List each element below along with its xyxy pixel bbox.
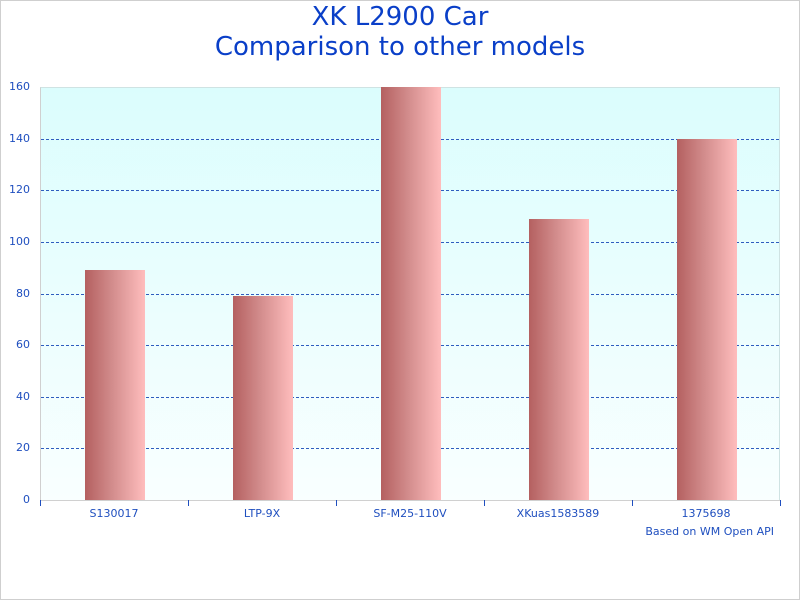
source-annotation: Based on WM Open API	[645, 525, 774, 538]
bar-s130017[interactable]	[85, 270, 145, 500]
title-line: XK L2900 Car	[311, 2, 489, 32]
x-axis-line	[40, 500, 780, 501]
y-tick-label: 100	[9, 234, 30, 248]
x-tick	[632, 500, 633, 506]
bar-xkuas1583589[interactable]	[529, 218, 589, 500]
subtitle-line: Comparison to other models	[214, 32, 586, 62]
y-tick-label: 0	[23, 493, 30, 506]
plot-area	[40, 87, 780, 500]
x-tick-label: 1375698	[681, 507, 731, 520]
y-tick-label: 40	[16, 389, 30, 403]
x-tick	[780, 500, 781, 506]
x-tick-label: S130017	[89, 507, 139, 520]
x-tick-label: XKuas1583589	[516, 507, 600, 520]
x-tick	[484, 500, 485, 506]
x-tick-label: SF-M25-110V	[373, 507, 447, 520]
x-tick	[336, 500, 337, 506]
y-tick-label: 20	[16, 441, 30, 455]
x-tick-label: LTP-9X	[243, 507, 281, 520]
y-tick-label: 60	[16, 338, 30, 352]
chart-title: XK L2900 Car Comparison to other models	[0, 2, 800, 62]
y-tick-label: 120	[9, 183, 30, 197]
x-tick	[40, 500, 41, 506]
y-tick-label: 140	[9, 131, 30, 145]
x-tick	[188, 500, 189, 506]
bar-ltp-9x[interactable]	[233, 296, 293, 500]
bar-sf-m25-110v[interactable]	[381, 87, 441, 500]
bar-1375698[interactable]	[677, 138, 737, 500]
y-tick-label: 160	[9, 80, 30, 93]
y-tick-label: 80	[16, 286, 30, 300]
